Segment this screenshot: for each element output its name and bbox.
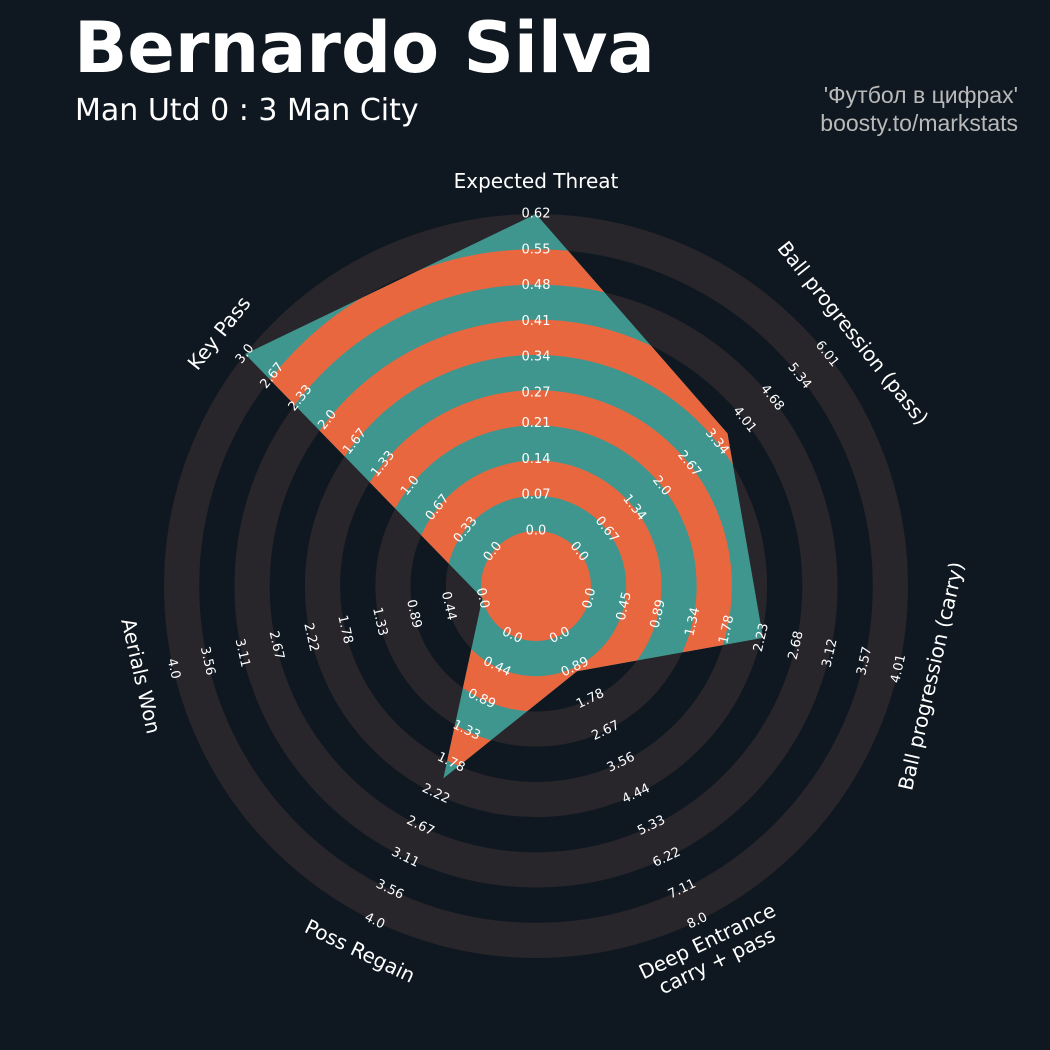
tick-label: 0.89	[403, 598, 424, 630]
tick-label: 0.45	[614, 590, 635, 622]
tick-label: 4.0	[164, 657, 183, 681]
param-label: Expected Threat	[453, 169, 619, 193]
tick-label: 0.55	[522, 242, 551, 257]
tick-label: 2.23	[751, 622, 772, 654]
tick-label: 2.68	[786, 630, 807, 662]
tick-label: 0.21	[522, 416, 551, 431]
tick-label: 0.44	[438, 590, 459, 622]
tick-label: 0.48	[522, 278, 551, 293]
tick-label: 0.0	[526, 524, 547, 539]
tick-label: 0.34	[522, 350, 551, 365]
tick-label: 0.27	[522, 385, 551, 400]
credit: 'Футбол в цифрах'	[823, 82, 1018, 108]
chart-subtitle: Man Utd 0 : 3 Man City	[75, 93, 419, 128]
tick-label: 3.12	[820, 637, 841, 669]
tick-label: 2.67	[266, 630, 287, 662]
tick-label: 4.01	[888, 653, 909, 685]
tick-label: 0.07	[522, 488, 551, 503]
tick-label: 1.34	[682, 606, 703, 638]
tick-label: 0.89	[648, 598, 669, 630]
tick-label: 0.0	[473, 586, 492, 610]
highlight-ring	[481, 531, 591, 641]
tick-label: 3.56	[197, 645, 218, 677]
tick-label: 1.78	[716, 614, 737, 646]
tick-label: 2.22	[300, 622, 321, 654]
tick-label: 0.62	[522, 207, 551, 222]
chart-title: Bernardo Silva	[74, 7, 655, 89]
tick-label: 3.11	[232, 637, 253, 669]
tick-label: 3.57	[854, 645, 875, 677]
highlight-ring	[245, 249, 764, 779]
credit: boosty.to/markstats	[820, 110, 1018, 136]
tick-label: 0.14	[522, 452, 551, 467]
tick-label: 1.33	[369, 606, 390, 638]
tick-label: 0.41	[522, 314, 551, 329]
tick-label: 1.78	[334, 614, 355, 646]
tick-label: 0.0	[580, 586, 599, 610]
